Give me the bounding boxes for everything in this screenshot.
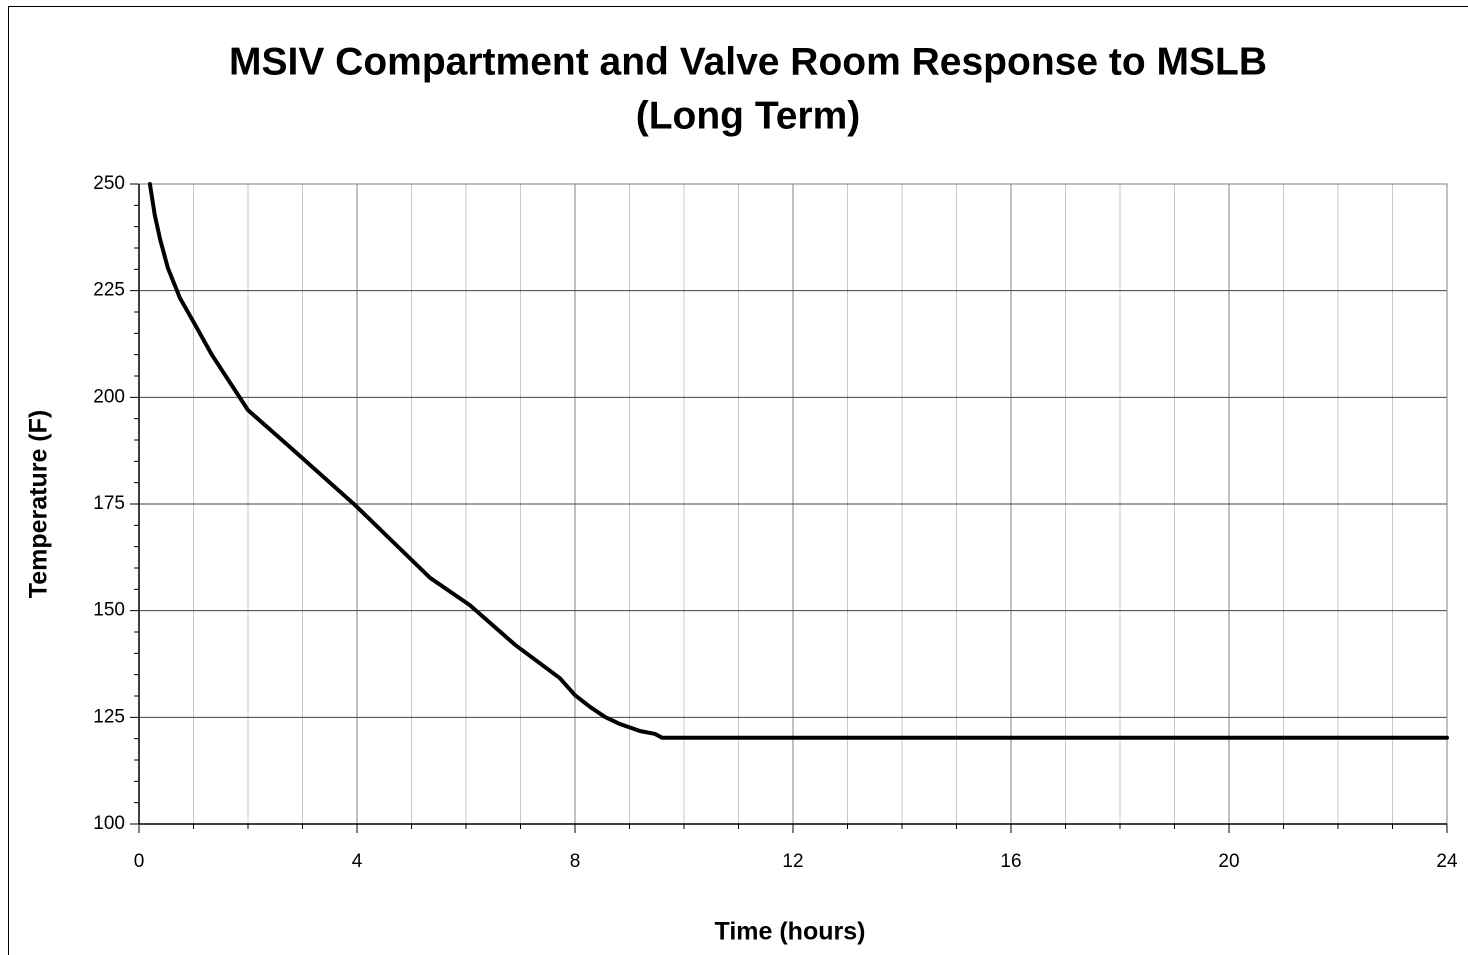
y-axis-label: Temperature (F) (25, 410, 53, 598)
y-tick-label: 250 (93, 173, 125, 194)
chart-title: MSIV Compartment and Valve Room Response… (229, 40, 1267, 83)
x-tick-label: 8 (570, 851, 581, 872)
x-tick-label: 12 (782, 851, 803, 872)
x-tick-label: 0 (134, 851, 145, 872)
x-tick-label: 4 (352, 851, 363, 872)
chart-title: (Long Term) (636, 94, 861, 137)
y-tick-label: 175 (93, 493, 125, 514)
y-tick-label: 200 (93, 386, 125, 407)
x-tick-label: 16 (1000, 851, 1021, 872)
data-line (147, 182, 1449, 740)
x-tick-label: 24 (1436, 851, 1458, 872)
chart-frame (8, 6, 1468, 955)
y-tick-label: 225 (93, 280, 125, 301)
y-tick-label: 125 (93, 706, 125, 727)
y-tick-label: 150 (93, 600, 125, 621)
y-tick-label: 100 (93, 813, 125, 834)
x-axis-label: Time (hours) (715, 918, 866, 946)
x-tick-label: 20 (1218, 851, 1239, 872)
